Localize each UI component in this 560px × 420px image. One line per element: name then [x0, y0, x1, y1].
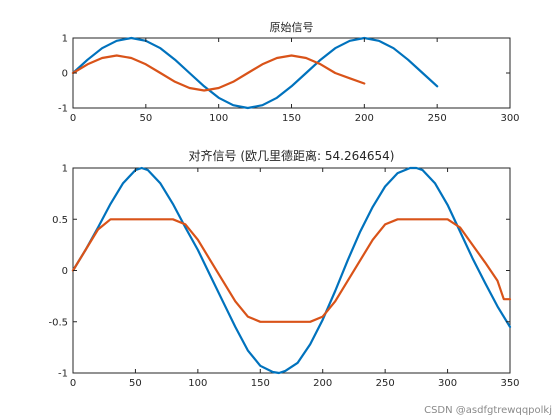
y-tick-label: 0	[62, 69, 68, 80]
watermark-text: CSDN @asdfgtrewqqpolkj	[424, 405, 552, 416]
chart-title: 对齐信号 (欧几里德距离: 54.264654)	[189, 148, 395, 163]
x-tick-label: 200	[313, 378, 332, 389]
x-tick-label: 200	[355, 113, 374, 124]
x-tick-label: 50	[129, 378, 142, 389]
x-tick-label: 100	[209, 113, 228, 124]
y-tick-label: -0.5	[48, 317, 68, 328]
series-line-1	[71, 36, 439, 110]
x-tick-label: 100	[188, 378, 207, 389]
y-tick-label: 1	[62, 34, 68, 45]
x-tick-label: 150	[251, 378, 270, 389]
series-line-2	[71, 54, 366, 92]
x-tick-label: 300	[438, 378, 457, 389]
y-tick-label: 0.5	[52, 215, 68, 226]
subplot-2: 0 50 100 150 200 250 300 350 -1 -0.5 0 0.5 1 对齐信号 (欧几…	[48, 148, 519, 389]
x-tick-label: 300	[500, 113, 519, 124]
x-tick-label: 0	[70, 113, 76, 124]
x-tick-label: 250	[376, 378, 395, 389]
series-line-2	[71, 218, 512, 323]
x-tick-label: 50	[139, 113, 152, 124]
y-tick-label: -1	[58, 104, 68, 115]
x-tick-label: 250	[428, 113, 447, 124]
series-line-1	[71, 166, 512, 375]
x-tick-label: 350	[500, 378, 519, 389]
x-tick-label: 150	[282, 113, 301, 124]
y-tick-label: -1	[58, 369, 68, 380]
y-tick-label: 0	[62, 266, 68, 277]
y-tick-label: 1	[62, 164, 68, 175]
x-tick-label: 0	[70, 378, 76, 389]
chart-title: 原始信号	[270, 20, 314, 34]
axes-box	[72, 37, 511, 109]
